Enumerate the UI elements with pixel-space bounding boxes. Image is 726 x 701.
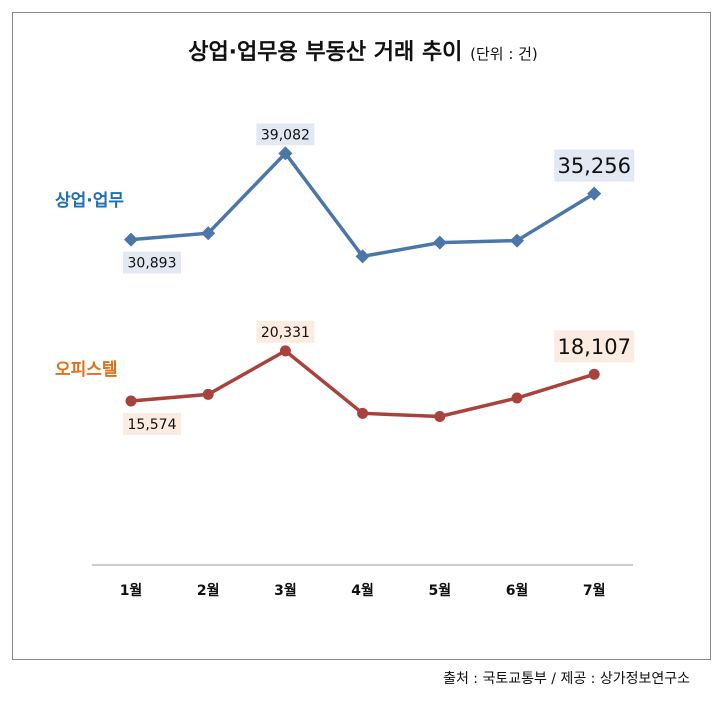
data-point <box>588 368 600 380</box>
series-label: 오피스텔 <box>55 360 118 380</box>
series-line <box>130 348 595 419</box>
data-point <box>202 388 214 400</box>
x-tick-label: 7월 <box>583 582 606 599</box>
x-tick-label: 1월 <box>120 582 143 599</box>
data-point <box>357 407 369 419</box>
data-label-bg <box>554 149 635 182</box>
x-tick-label: 5월 <box>428 582 451 599</box>
data-point <box>278 146 293 161</box>
data-label-bg <box>554 330 635 363</box>
title-text: 상업·업무용 부동산 거래 추이 <box>188 40 463 65</box>
chart-frame <box>12 12 711 660</box>
x-tick-label: 3월 <box>274 582 297 599</box>
data-label-bg <box>256 320 315 343</box>
source-note: 출처 : 국토교통부 / 제공 : 상가정보연구소 <box>443 671 690 687</box>
data-label: 39,082 <box>261 127 310 143</box>
x-tick-label: 6월 <box>506 582 529 599</box>
data-label-bg <box>123 251 181 274</box>
data-label: 18,107 <box>557 335 630 359</box>
data-label: 20,331 <box>261 325 310 341</box>
data-point <box>124 232 138 247</box>
data-point <box>201 226 216 241</box>
data-point <box>432 235 447 250</box>
data-label-bg <box>256 123 315 146</box>
data-label: 30,893 <box>128 256 177 272</box>
data-point <box>511 392 523 404</box>
unit-label: (단위 : 건) <box>470 45 538 63</box>
data-label: 15,574 <box>128 417 177 433</box>
x-tick-label: 2월 <box>197 582 220 599</box>
data-label-bg <box>123 412 181 435</box>
data-point <box>587 186 602 201</box>
series-line <box>130 150 596 259</box>
data-point <box>125 395 137 407</box>
x-tick-label: 4월 <box>351 582 374 599</box>
series-label: 상업·업무 <box>55 191 124 211</box>
data-point <box>434 410 446 422</box>
data-point <box>279 345 291 357</box>
data-point <box>510 233 524 248</box>
data-label: 35,256 <box>557 154 630 178</box>
chart-title: 상업·업무용 부동산 거래 추이 (단위 : 건) <box>0 34 726 66</box>
data-point <box>355 249 370 264</box>
